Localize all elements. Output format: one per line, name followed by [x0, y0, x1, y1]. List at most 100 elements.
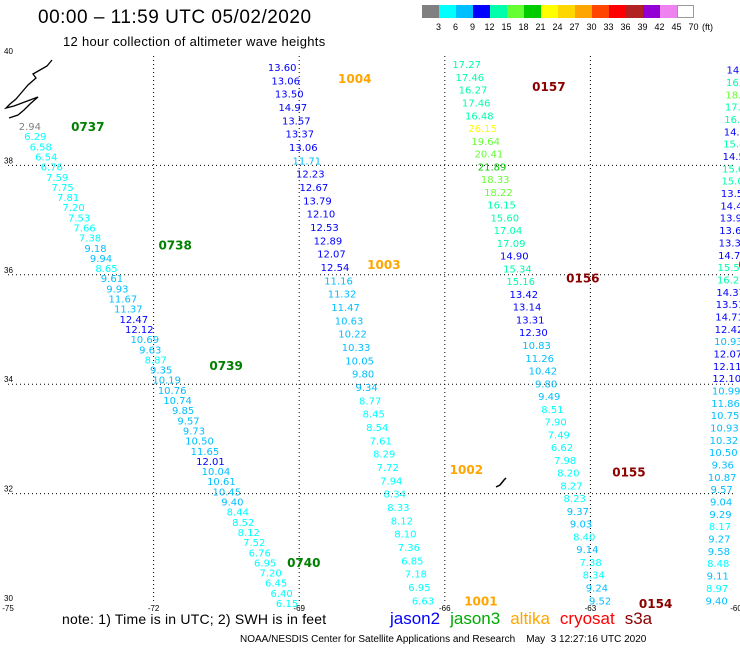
- swh-value: 14.72: [724, 127, 740, 138]
- x-tick-label: -75: [2, 604, 14, 613]
- y-tick-label: 36: [4, 266, 13, 275]
- swh-value: 9.35: [150, 366, 172, 377]
- swh-value: 7.20: [62, 203, 84, 214]
- swh-value: 9.94: [90, 254, 112, 265]
- swh-value: 13.79: [303, 196, 332, 207]
- swh-value: 14.73: [718, 251, 740, 262]
- swh-value: 10.99: [712, 386, 740, 397]
- swh-value: 15.69: [722, 164, 740, 175]
- swh-value: 14.71: [715, 312, 740, 323]
- swh-value: 10.74: [163, 396, 192, 407]
- y-tick-label: 34: [4, 375, 13, 384]
- y-tick-label: 38: [4, 156, 13, 165]
- swh-value: 20.41: [475, 150, 504, 161]
- swh-value: 10.50: [185, 437, 214, 448]
- swh-value: 7.98: [554, 456, 576, 467]
- pass-time-label: 1002: [450, 463, 483, 477]
- swh-value: 14.97: [278, 103, 307, 114]
- swh-value: 6.95: [408, 583, 430, 594]
- swh-value: 11.67: [109, 295, 138, 306]
- swh-value: 9.57: [711, 485, 733, 496]
- color-swatch: [490, 5, 507, 18]
- color-scale-label: 36: [620, 22, 631, 32]
- swh-value: 13.51: [716, 300, 740, 311]
- swh-value: 8.77: [359, 396, 381, 407]
- swh-value: 12.07: [317, 250, 346, 261]
- swh-value: 6.62: [551, 443, 573, 454]
- swh-value: 12.53: [310, 223, 339, 234]
- swh-value: 12.10: [712, 374, 740, 385]
- swh-value: 11.86: [711, 399, 740, 410]
- swh-value: 13.06: [271, 76, 300, 87]
- swh-value: 18.86: [725, 90, 740, 101]
- swh-value: 9.04: [710, 498, 732, 509]
- y-tick-label: 40: [4, 47, 13, 56]
- swh-value: 10.04: [202, 467, 231, 478]
- swh-value: 9.57: [177, 416, 199, 427]
- satellite-jason3: jason3: [450, 609, 501, 628]
- pass-time-label: 0740: [287, 556, 320, 570]
- swh-value: 7.66: [73, 224, 95, 235]
- swh-value: 7.90: [544, 418, 566, 429]
- swh-value: 10.93: [710, 424, 739, 435]
- y-tick-label: 30: [4, 594, 13, 603]
- swh-value: 15.60: [490, 213, 519, 224]
- credit-line: NOAA/NESDIS Center for Satellite Applica…: [240, 634, 647, 645]
- swh-value: 9.29: [709, 510, 731, 521]
- color-swatch: [592, 5, 609, 18]
- swh-value: 14.90: [500, 252, 529, 263]
- swh-value: 8.45: [363, 410, 385, 421]
- swh-value: 7.38: [579, 558, 601, 569]
- swh-value: 9.49: [538, 392, 560, 403]
- swh-value: 10.32: [710, 436, 739, 447]
- color-scale-label: 24: [552, 22, 563, 32]
- color-scale-label: 70: [688, 22, 699, 32]
- swh-value: 10.69: [130, 335, 159, 346]
- swh-value: 13.66: [719, 226, 740, 237]
- footer-note: note: 1) Time is in UTC; 2) SWH is in fe…: [62, 611, 327, 627]
- swh-value: 13.06: [289, 143, 318, 154]
- swh-value: 9.63: [139, 345, 161, 356]
- swh-value: 9.80: [535, 379, 557, 390]
- color-scale-label: 6: [452, 22, 458, 32]
- pass-time-label: 0154: [639, 597, 672, 611]
- swh-value: 6.63: [412, 596, 434, 607]
- swh-value: 12.54: [321, 263, 350, 274]
- swh-value: 8.12: [391, 516, 413, 527]
- swh-value: 2.94: [19, 122, 41, 133]
- swh-value: 6.76: [249, 548, 271, 559]
- swh-value: 7.38: [79, 234, 101, 245]
- color-scale-label: 39: [637, 22, 648, 32]
- color-scale-unit: (ft): [702, 22, 713, 32]
- swh-value: 18.33: [481, 175, 510, 186]
- swh-value: 11.16: [324, 276, 353, 287]
- chart-subtitle: 12 hour collection of altimeter wave hei…: [63, 34, 326, 49]
- color-scale-label: 3: [435, 22, 441, 32]
- y-tick-label: 32: [4, 485, 13, 494]
- swh-value: 13.42: [510, 290, 539, 301]
- swh-value: 13.31: [516, 315, 545, 326]
- swh-value: 17.09: [497, 239, 526, 250]
- swh-value: 6.45: [265, 579, 287, 590]
- swh-value: 10.42: [529, 367, 558, 378]
- chart-title: 00:00 – 11:59 UTC 05/02/2020: [38, 7, 312, 28]
- swh-value: 10.75: [711, 411, 740, 422]
- swh-value: 8.44: [227, 508, 249, 519]
- swh-value: 9.37: [567, 507, 589, 518]
- color-swatch: [507, 5, 524, 18]
- swh-value: 16.15: [487, 201, 516, 212]
- satellite-s3a: s3a: [624, 609, 653, 628]
- swh-value: 6.15: [276, 599, 298, 610]
- swh-value: 6.76: [41, 163, 63, 174]
- swh-value: 7.81: [57, 193, 79, 204]
- swh-value: 17.35: [725, 103, 740, 114]
- swh-value: 9.34: [356, 383, 378, 394]
- color-swatch: [422, 5, 439, 18]
- swh-value: 12.89: [314, 236, 343, 247]
- swh-value: 8.17: [709, 522, 731, 533]
- swh-value: 16.48: [465, 111, 494, 122]
- swh-value: 9.03: [570, 520, 592, 531]
- swh-value: 8.20: [557, 469, 579, 480]
- swh-value: 10.19: [152, 376, 181, 387]
- swh-value: 10.45: [213, 487, 242, 498]
